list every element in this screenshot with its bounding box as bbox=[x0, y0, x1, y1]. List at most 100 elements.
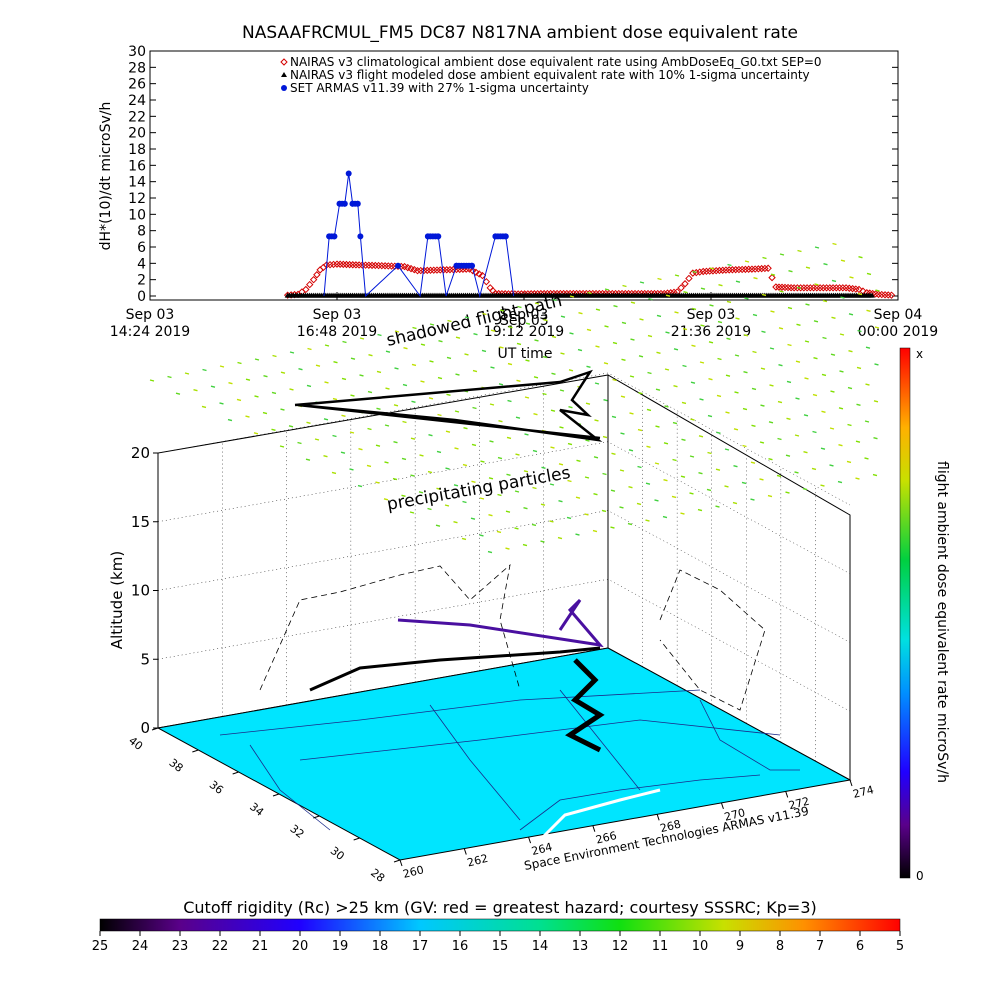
data-point bbox=[735, 265, 743, 274]
particle-mark bbox=[744, 297, 749, 300]
particle-mark bbox=[796, 286, 802, 290]
particle-mark bbox=[455, 373, 460, 376]
particle-mark bbox=[481, 349, 487, 353]
particle-mark bbox=[680, 512, 685, 515]
particle-mark bbox=[620, 432, 625, 435]
data-point bbox=[407, 264, 415, 273]
particle-mark bbox=[794, 434, 800, 437]
data-point bbox=[738, 265, 746, 274]
particle-mark bbox=[857, 329, 862, 333]
particle-mark bbox=[726, 300, 732, 304]
particle-mark bbox=[611, 415, 617, 419]
particle-mark bbox=[595, 345, 600, 348]
flight-path-descent bbox=[565, 658, 605, 753]
particle-mark bbox=[517, 305, 522, 309]
particle-mark bbox=[865, 346, 871, 349]
particle-mark bbox=[654, 499, 659, 502]
particle-mark bbox=[698, 435, 704, 438]
particle-mark bbox=[707, 414, 713, 418]
data-point bbox=[832, 284, 841, 292]
particle-mark bbox=[691, 307, 697, 311]
y-tick-label: 22 bbox=[128, 109, 146, 125]
particle-mark bbox=[769, 384, 774, 387]
data-point bbox=[420, 266, 428, 275]
particle-mark bbox=[805, 266, 811, 269]
particle-mark bbox=[366, 464, 372, 468]
border-line bbox=[299, 719, 781, 761]
particle-mark bbox=[770, 310, 775, 313]
data-point bbox=[352, 261, 360, 269]
particle-mark bbox=[872, 473, 878, 477]
particle-mark bbox=[621, 358, 626, 361]
data-point bbox=[446, 265, 454, 274]
data-point bbox=[741, 265, 750, 274]
particle-mark bbox=[499, 309, 505, 312]
particle-mark bbox=[838, 407, 844, 410]
particle-mark bbox=[516, 379, 521, 382]
data-point bbox=[813, 284, 821, 292]
data-point bbox=[395, 262, 402, 269]
particle-mark bbox=[435, 524, 441, 527]
particle-mark bbox=[289, 388, 294, 391]
x-tick-label: 00:00 2019 bbox=[858, 324, 938, 340]
lon-tick-label: 264 bbox=[530, 840, 554, 858]
particle-mark bbox=[646, 408, 652, 412]
shadow-path bbox=[259, 563, 521, 691]
particle-mark bbox=[393, 404, 399, 407]
data-point bbox=[482, 278, 491, 286]
particle-mark bbox=[420, 343, 426, 346]
lon-tick-mark bbox=[528, 836, 532, 844]
particle-mark bbox=[298, 368, 303, 371]
particle-mark bbox=[376, 407, 381, 410]
rigidity-tick-label: 5 bbox=[896, 939, 904, 954]
particle-mark bbox=[559, 389, 565, 392]
lat-tick-label: 32 bbox=[287, 822, 306, 841]
particle-mark bbox=[620, 395, 626, 398]
particle-mark bbox=[612, 378, 617, 382]
particle-mark bbox=[383, 498, 389, 501]
data-point bbox=[468, 266, 477, 275]
particle-mark bbox=[340, 451, 346, 454]
particle-mark bbox=[488, 477, 494, 480]
particle-mark bbox=[202, 368, 207, 372]
particle-mark bbox=[524, 396, 530, 399]
particle-mark bbox=[821, 410, 826, 413]
particle-mark bbox=[708, 378, 713, 381]
particle-mark bbox=[709, 267, 715, 270]
data-point bbox=[757, 264, 766, 273]
particle-mark bbox=[357, 484, 363, 488]
lon-tick-mark bbox=[720, 802, 724, 810]
grid-line bbox=[157, 372, 851, 506]
particle-mark bbox=[735, 317, 740, 320]
x-tick-label: Sep 03 bbox=[126, 307, 175, 323]
particle-mark bbox=[324, 344, 330, 347]
data-point bbox=[469, 262, 476, 269]
particle-mark bbox=[568, 369, 574, 372]
rigidity-tick-label: 8 bbox=[776, 939, 784, 954]
particle-mark bbox=[437, 376, 443, 380]
lat-tick-mark bbox=[393, 859, 401, 863]
particle-mark bbox=[639, 281, 645, 284]
data-point bbox=[309, 275, 318, 284]
data-point bbox=[768, 273, 776, 282]
particle-mark bbox=[716, 431, 721, 434]
particle-mark bbox=[776, 474, 782, 478]
particle-mark bbox=[557, 536, 563, 540]
particle-mark bbox=[752, 350, 757, 354]
legend-label: SET ARMAS v11.39 with 27% 1-sigma uncert… bbox=[290, 81, 589, 95]
particle-mark bbox=[724, 485, 729, 488]
particle-mark bbox=[682, 364, 687, 368]
particle-mark bbox=[812, 393, 818, 397]
particle-mark bbox=[444, 504, 450, 507]
particle-mark bbox=[875, 289, 880, 292]
particle-mark bbox=[760, 404, 765, 407]
particle-mark bbox=[595, 308, 601, 311]
particle-mark bbox=[447, 319, 452, 323]
particle-mark bbox=[699, 398, 704, 401]
particle-mark bbox=[462, 463, 468, 467]
y-tick-label: 12 bbox=[128, 191, 146, 207]
particle-mark bbox=[673, 348, 679, 351]
flight-path bbox=[259, 369, 766, 753]
particle-mark bbox=[621, 321, 627, 325]
z-axis-label: Altitude (km) bbox=[108, 551, 126, 649]
